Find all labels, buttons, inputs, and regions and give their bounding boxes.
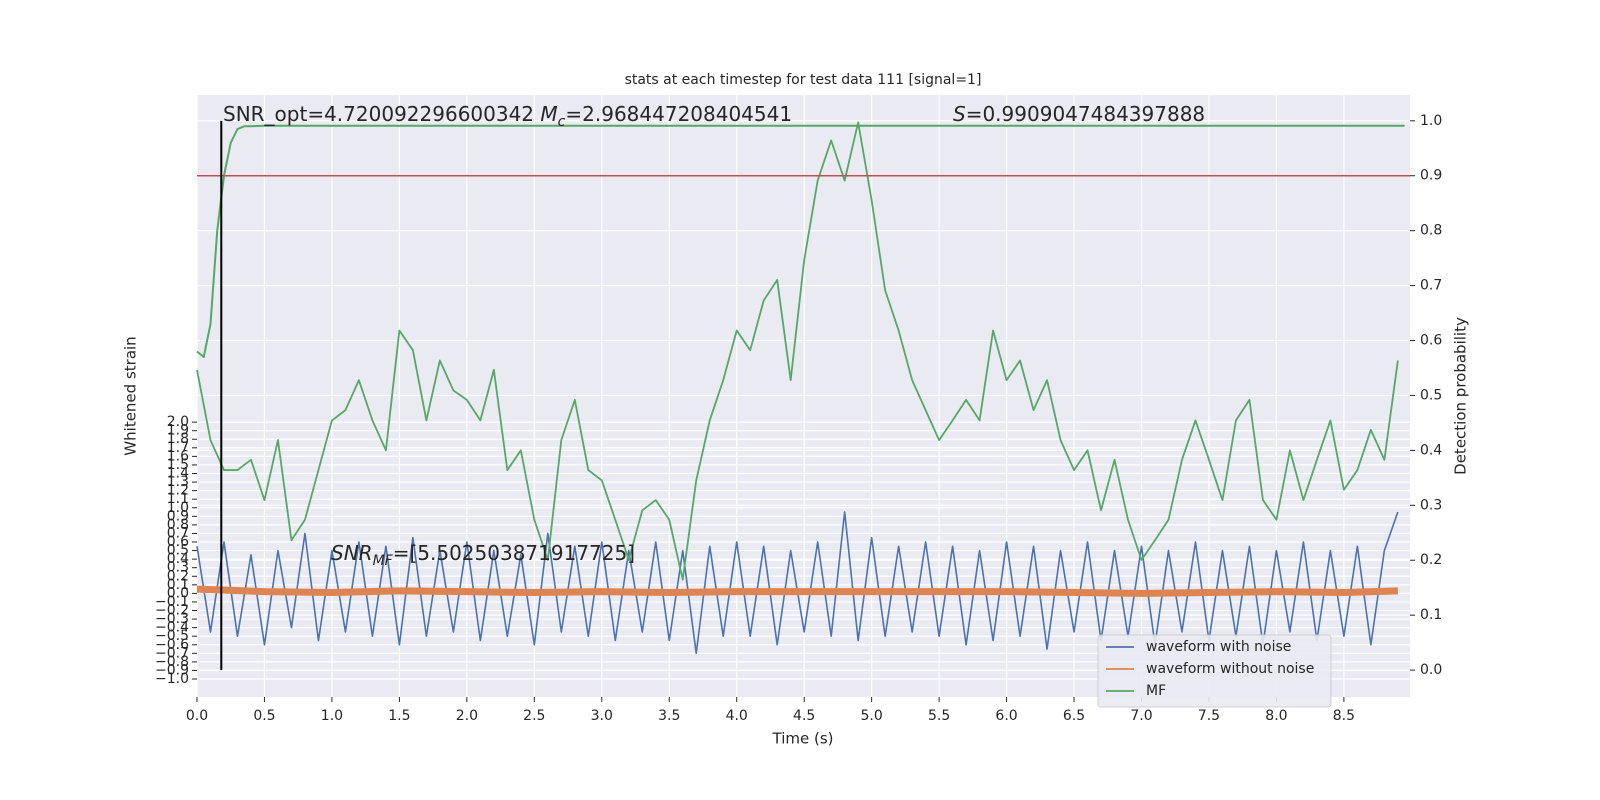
y2-tick-label: 0.9 xyxy=(1420,168,1442,184)
y-tick-label: 0.3 xyxy=(167,560,189,576)
annotation: SNRMF=[5.502503871917725] xyxy=(331,541,635,569)
y-tick-label: −0.5 xyxy=(155,628,189,644)
y-tick-label: −1.0 xyxy=(155,671,189,687)
y2-tick-label: 0.3 xyxy=(1420,497,1442,513)
y-tick-label: −0.6 xyxy=(155,637,189,653)
y-tick-label: 2.0 xyxy=(167,414,189,430)
series-line xyxy=(196,124,1405,358)
y-tick-label: 1.2 xyxy=(167,483,189,499)
chart-title: stats at each timestep for test data 111… xyxy=(625,72,982,88)
y-tick-label: 1.9 xyxy=(167,423,189,439)
y-tick-label: 1.1 xyxy=(167,491,189,507)
y-tick-label: 0.5 xyxy=(167,543,189,559)
y2-tick-label: 0.7 xyxy=(1420,278,1442,294)
legend-label: waveform without noise xyxy=(1146,661,1314,677)
annotation-part: S xyxy=(953,102,966,126)
series-line xyxy=(196,121,1399,581)
legend-label: waveform with noise xyxy=(1146,639,1291,655)
y-tick-label: −0.2 xyxy=(155,603,189,619)
y-tick-label: −0.9 xyxy=(155,662,189,678)
y-tick-label: 0.8 xyxy=(167,517,189,533)
y-tick-label: 0.2 xyxy=(167,568,189,584)
x-tick-label: 1.5 xyxy=(388,708,410,724)
y2-tick-label: 1.0 xyxy=(1420,113,1442,129)
y-tick-label: 1.5 xyxy=(167,457,189,473)
x-tick-label: 5.0 xyxy=(861,708,883,724)
x-axis-label: Time (s) xyxy=(772,730,834,748)
annotation-part: =[5.502503871917725] xyxy=(393,541,635,565)
y-tick-label: −0.7 xyxy=(155,645,189,661)
x-tick-label: 7.0 xyxy=(1130,708,1152,724)
y-tick-label: 1.4 xyxy=(167,465,189,481)
y-tick-label: −0.1 xyxy=(155,594,189,610)
y2-tick-label: 0.4 xyxy=(1420,442,1442,458)
y-tick-label: 1.7 xyxy=(167,440,189,456)
legend-box xyxy=(1097,634,1332,708)
annotation-part: SNR_opt=4.720092296600342 xyxy=(223,102,540,126)
y-tick-label: 0.9 xyxy=(167,508,189,524)
y2-tick-label: 0.1 xyxy=(1420,607,1442,623)
annotation: S=0.9909047484397888 xyxy=(953,102,1205,126)
x-tick-label: 8.5 xyxy=(1333,708,1355,724)
x-tick-label: 3.0 xyxy=(591,708,613,724)
y2-tick-label: 0.0 xyxy=(1420,662,1442,678)
y2-axis-label: Detection probability xyxy=(1452,317,1470,475)
y-tick-label: −0.3 xyxy=(155,611,189,627)
y-tick-label: 1.3 xyxy=(167,474,189,490)
x-tick-label: 2.0 xyxy=(456,708,478,724)
x-tick-label: 0.0 xyxy=(186,708,208,724)
y2-tick-label: 0.6 xyxy=(1420,333,1442,349)
y2-tick-label: 0.8 xyxy=(1420,223,1442,239)
annotation-part: M xyxy=(540,102,557,126)
y-tick-label: 1.6 xyxy=(167,448,189,464)
x-tick-label: 5.5 xyxy=(928,708,950,724)
x-tick-label: 7.5 xyxy=(1198,708,1220,724)
y-tick-label: 0.1 xyxy=(167,577,189,593)
y2-tick-label: 0.5 xyxy=(1420,387,1442,403)
y-tick-label: 0.7 xyxy=(167,525,189,541)
legend-label: MF xyxy=(1146,683,1166,699)
annotation-part: c xyxy=(558,114,566,130)
y2-tick-label: 0.2 xyxy=(1420,552,1442,568)
annotation-part: MF xyxy=(373,553,394,569)
x-tick-label: 1.0 xyxy=(321,708,343,724)
x-tick-label: 8.0 xyxy=(1265,708,1287,724)
series-line xyxy=(196,585,1398,597)
annotation-part: =0.9909047484397888 xyxy=(966,102,1205,126)
annotation-part: =2.968447208404541 xyxy=(565,102,792,126)
x-tick-label: 2.5 xyxy=(523,708,545,724)
y-tick-label: −0.8 xyxy=(155,654,189,670)
y-axis-label: Whitened strain xyxy=(122,336,140,455)
y-tick-label: 0.0 xyxy=(167,585,189,601)
y-tick-label: 0.6 xyxy=(167,534,189,550)
x-tick-label: 3.5 xyxy=(658,708,680,724)
x-tick-label: 4.5 xyxy=(793,708,815,724)
x-tick-label: 6.0 xyxy=(995,708,1017,724)
y-tick-label: 0.4 xyxy=(167,551,189,567)
x-tick-label: 6.5 xyxy=(1063,708,1085,724)
x-tick-label: 0.5 xyxy=(253,708,275,724)
x-tick-label: 4.0 xyxy=(726,708,748,724)
annotation-part: SNR xyxy=(331,541,373,565)
annotation: SNR_opt=4.720092296600342 Mc=2.968447208… xyxy=(223,102,792,130)
y-tick-label: 1.8 xyxy=(167,431,189,447)
y-tick-label: −0.4 xyxy=(155,620,189,636)
y-tick-label: 1.0 xyxy=(167,500,189,516)
